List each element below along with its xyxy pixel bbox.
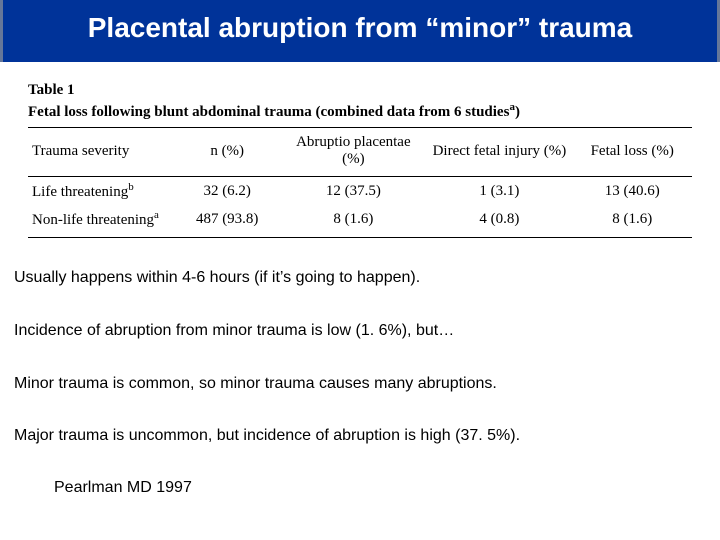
data-table: Trauma severity n (%) Abruptio placentae… [28,127,692,238]
cell: 32 (6.2) [174,177,280,206]
table-caption-pre: Fetal loss following blunt abdominal tra… [28,104,509,120]
table-row: Non-life threateninga 487 (93.8) 8 (1.6)… [28,205,692,238]
col-header: Trauma severity [28,128,174,177]
cell: 1 (3.1) [426,177,572,206]
col-header: Abruptio placentae (%) [280,128,426,177]
cell: 8 (1.6) [572,205,692,238]
bullet-list: Usually happens within 4-6 hours (if it’… [0,248,720,497]
table-caption: Fetal loss following blunt abdominal tra… [28,101,692,121]
cell: 487 (93.8) [174,205,280,238]
table-header-row: Trauma severity n (%) Abruptio placentae… [28,128,692,177]
table-label: Table 1 [28,82,692,99]
cell: 12 (37.5) [280,177,426,206]
cell: 8 (1.6) [280,205,426,238]
col-header: Direct fetal injury (%) [426,128,572,177]
title-bar: Placental abruption from “minor” trauma [0,0,720,62]
row-label: Non-life threateninga [28,205,174,238]
slide-title: Placental abruption from “minor” trauma [23,12,697,44]
col-header: n (%) [174,128,280,177]
bullet-item: Incidence of abruption from minor trauma… [14,321,706,342]
bullet-item: Major trauma is uncommon, but incidence … [14,426,706,447]
bullet-item: Usually happens within 4-6 hours (if it’… [14,268,706,289]
col-header: Fetal loss (%) [572,128,692,177]
cell: 4 (0.8) [426,205,572,238]
table-region: Table 1 Fetal loss following blunt abdom… [0,62,720,248]
table-caption-post: ) [515,104,520,120]
cell: 13 (40.6) [572,177,692,206]
table-row: Life threateningb 32 (6.2) 12 (37.5) 1 (… [28,177,692,206]
bullet-item: Minor trauma is common, so minor trauma … [14,374,706,395]
citation: Pearlman MD 1997 [14,479,706,497]
row-label: Life threateningb [28,177,174,206]
